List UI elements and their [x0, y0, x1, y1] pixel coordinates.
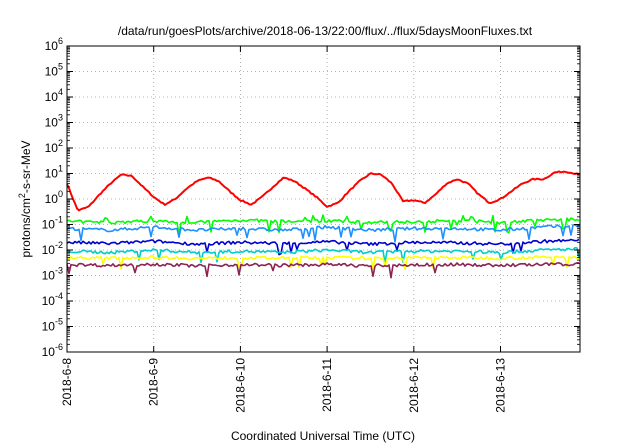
y-tick-exponent: 4 [58, 87, 63, 97]
y-tick-exponent: 6 [58, 36, 63, 46]
y-tick-exponent: 5 [58, 62, 63, 72]
y-tick-label: 10-3 [42, 266, 63, 283]
y-tick-base: 10 [45, 141, 59, 155]
x-tick-label: 2018-6-10 [233, 358, 247, 413]
x-tick-label: 2018-6-12 [407, 358, 421, 413]
y-tick-base: 10 [42, 269, 56, 283]
y-tick-label: 104 [45, 87, 63, 104]
x-tick-labels: 2018-6-8 2018-6-9 2018-6-10 2018-6-11 2018-6… [60, 358, 508, 413]
y-tick-base: 10 [45, 90, 59, 104]
y-tick-labels: 10-610-510-410-310-210-11001011021031041… [42, 36, 63, 359]
y-tick-base: 10 [45, 65, 59, 79]
x-tick-label: 2018-6-11 [320, 358, 334, 412]
y-tick-base: 10 [42, 218, 56, 232]
y-tick-label: 101 [45, 164, 63, 181]
y-tick-base: 10 [45, 116, 59, 130]
y-tick-label: 10-1 [42, 215, 63, 232]
y-tick-label: 103 [45, 113, 63, 130]
x-axis-label: Coordinated Universal Time (UTC) [231, 429, 415, 443]
axis-ticks [66, 45, 580, 353]
y-tick-base: 10 [45, 39, 59, 53]
series-line-6 [66, 262, 580, 279]
y-tick-exponent: 1 [58, 164, 63, 174]
y-tick-label: 100 [45, 189, 63, 206]
y-tick-exponent: -1 [55, 215, 63, 225]
y-tick-exponent: 3 [58, 113, 63, 123]
y-tick-base: 10 [45, 167, 59, 181]
y-axis-label-superscript: 2 [17, 193, 27, 198]
y-tick-exponent: -3 [55, 266, 63, 276]
y-tick-label: 10-6 [42, 342, 63, 359]
y-tick-base: 10 [42, 320, 56, 334]
y-tick-base: 10 [42, 294, 56, 308]
y-tick-label: 10-4 [42, 291, 63, 308]
y-tick-exponent: -2 [55, 240, 63, 250]
y-tick-base: 10 [45, 192, 59, 206]
y-tick-label: 10-2 [42, 240, 63, 257]
y-tick-base: 10 [42, 345, 56, 359]
y-tick-label: 102 [45, 138, 63, 155]
y-tick-exponent: 2 [58, 138, 63, 148]
x-tick-label: 2018-6-9 [147, 358, 161, 406]
series-line-0 [66, 170, 580, 212]
y-axis-label-part: -s-sr-MeV [19, 140, 33, 193]
y-axis-label-part: protons/cm [19, 198, 33, 257]
y-tick-label: 106 [45, 36, 63, 53]
y-tick-exponent: -5 [55, 317, 63, 327]
x-tick-label: 2018-6-8 [60, 358, 74, 406]
series-line-1 [66, 214, 580, 235]
chart-title: /data/run/goesPlots/archive/2018-06-13/2… [118, 24, 533, 38]
series-lines [66, 170, 580, 279]
y-tick-label: 10-5 [42, 317, 63, 334]
y-tick-exponent: -4 [55, 291, 63, 301]
series-line-5 [66, 255, 580, 271]
series-line-2 [66, 224, 580, 243]
y-tick-exponent: -6 [55, 342, 63, 352]
series-line-3 [66, 238, 580, 256]
y-tick-label: 105 [45, 62, 63, 79]
x-tick-label: 2018-6-13 [494, 358, 508, 413]
series-line-4 [66, 246, 580, 264]
y-tick-exponent: 0 [58, 189, 63, 199]
y-tick-base: 10 [42, 243, 56, 257]
y-axis-label: protons/cm2-s-sr-MeV [17, 140, 33, 257]
